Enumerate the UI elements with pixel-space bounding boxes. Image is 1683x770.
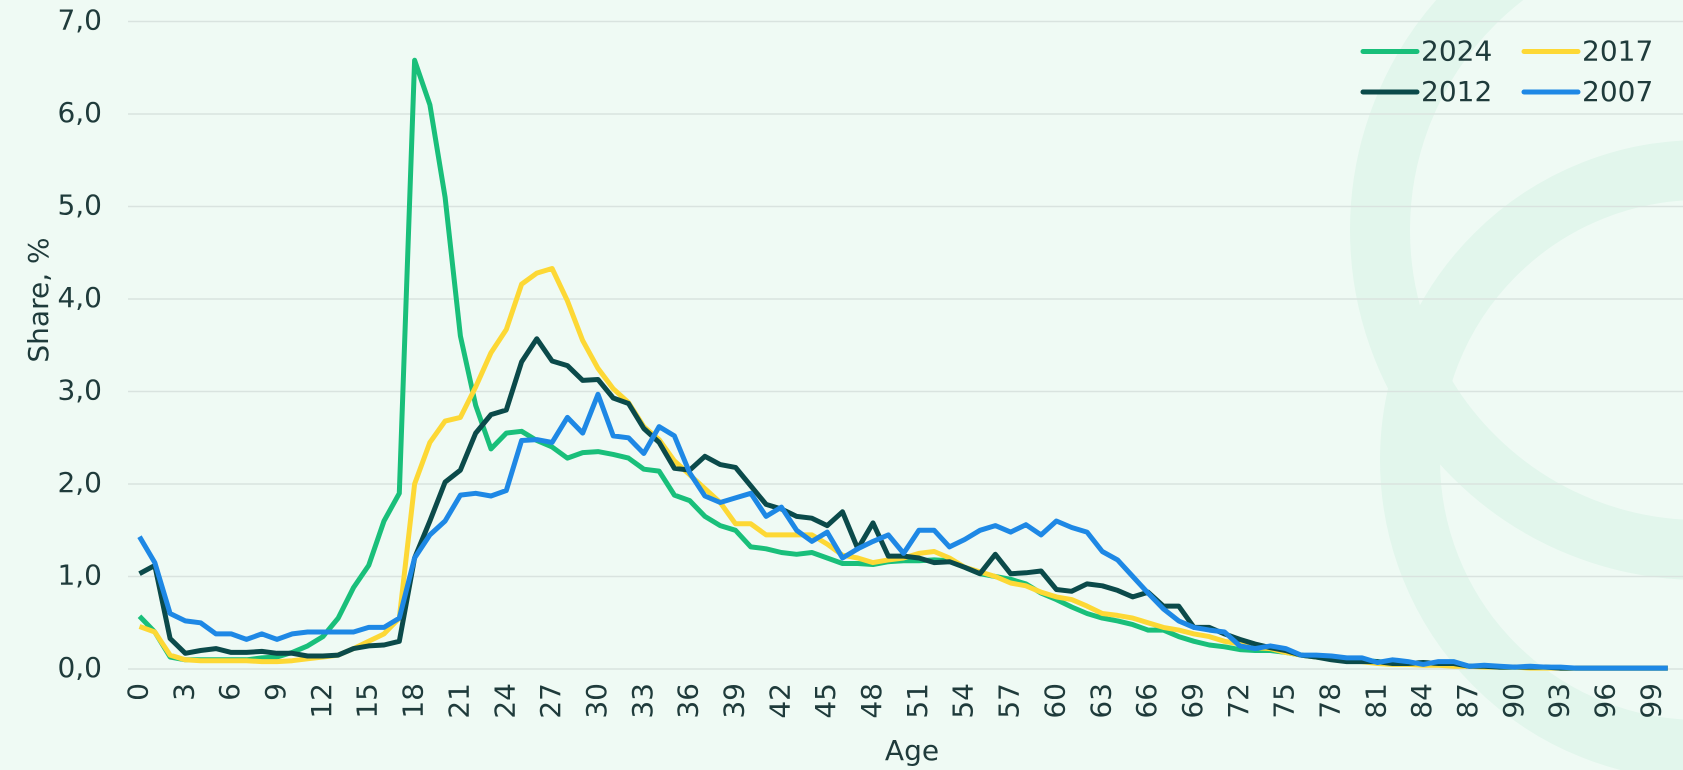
y-tick-label: 7,0 — [57, 4, 102, 37]
legend-label: 2012 — [1421, 75, 1492, 108]
x-tick-label: 72 — [1222, 683, 1255, 719]
x-tick-label: 39 — [718, 683, 751, 719]
x-tick-label: 42 — [763, 683, 796, 719]
x-tick-label: 69 — [1176, 683, 1209, 719]
x-tick-label: 81 — [1359, 683, 1392, 719]
series-line — [137, 391, 1668, 671]
y-tick-label: 2,0 — [57, 466, 102, 499]
x-tick-label: 57 — [993, 683, 1026, 719]
y-tick-label: 1,0 — [57, 559, 102, 592]
legend-label: 2024 — [1421, 35, 1492, 68]
x-tick-label: 12 — [305, 683, 338, 719]
x-tick-label: 96 — [1589, 683, 1622, 719]
y-tick-label: 5,0 — [57, 189, 102, 222]
x-tick-label: 99 — [1634, 683, 1667, 719]
x-tick-label: 84 — [1405, 683, 1438, 719]
x-tick-label: 45 — [809, 683, 842, 719]
legend-label: 2017 — [1582, 35, 1653, 68]
x-tick-label: 15 — [351, 683, 384, 719]
x-tick-label: 30 — [580, 683, 613, 719]
x-axis-title: Age — [885, 734, 939, 767]
x-tick-label: 66 — [1130, 683, 1163, 719]
x-tick-label: 6 — [213, 683, 246, 701]
x-tick-label: 60 — [1038, 683, 1071, 719]
x-tick-label: 3 — [167, 683, 200, 701]
y-tick-label: 6,0 — [57, 96, 102, 129]
y-tick-label: 3,0 — [57, 374, 102, 407]
y-axis-title: Share, % — [22, 237, 55, 362]
x-tick-label: 93 — [1543, 683, 1576, 719]
x-tick-label: 0 — [122, 683, 155, 701]
legend-label: 2007 — [1582, 75, 1653, 108]
x-tick-label: 90 — [1497, 683, 1530, 719]
x-tick-label: 63 — [1084, 683, 1117, 719]
x-tick-label: 21 — [442, 683, 475, 719]
x-tick-label: 27 — [534, 683, 567, 719]
x-tick-label: 48 — [855, 683, 888, 719]
x-tick-label: 54 — [947, 683, 980, 719]
watermark — [1350, 0, 1683, 770]
x-tick-label: 18 — [397, 683, 430, 719]
x-tick-label: 24 — [488, 683, 521, 719]
x-tick-label: 36 — [672, 683, 705, 719]
y-tick-label: 4,0 — [57, 281, 102, 314]
x-tick-label: 33 — [626, 683, 659, 719]
x-tick-label: 75 — [1268, 683, 1301, 719]
y-tick-label: 0,0 — [57, 651, 102, 684]
x-tick-label: 9 — [259, 683, 292, 701]
x-tick-label: 78 — [1314, 683, 1347, 719]
x-tick-label: 87 — [1451, 683, 1484, 719]
x-tick-label: 51 — [901, 683, 934, 719]
